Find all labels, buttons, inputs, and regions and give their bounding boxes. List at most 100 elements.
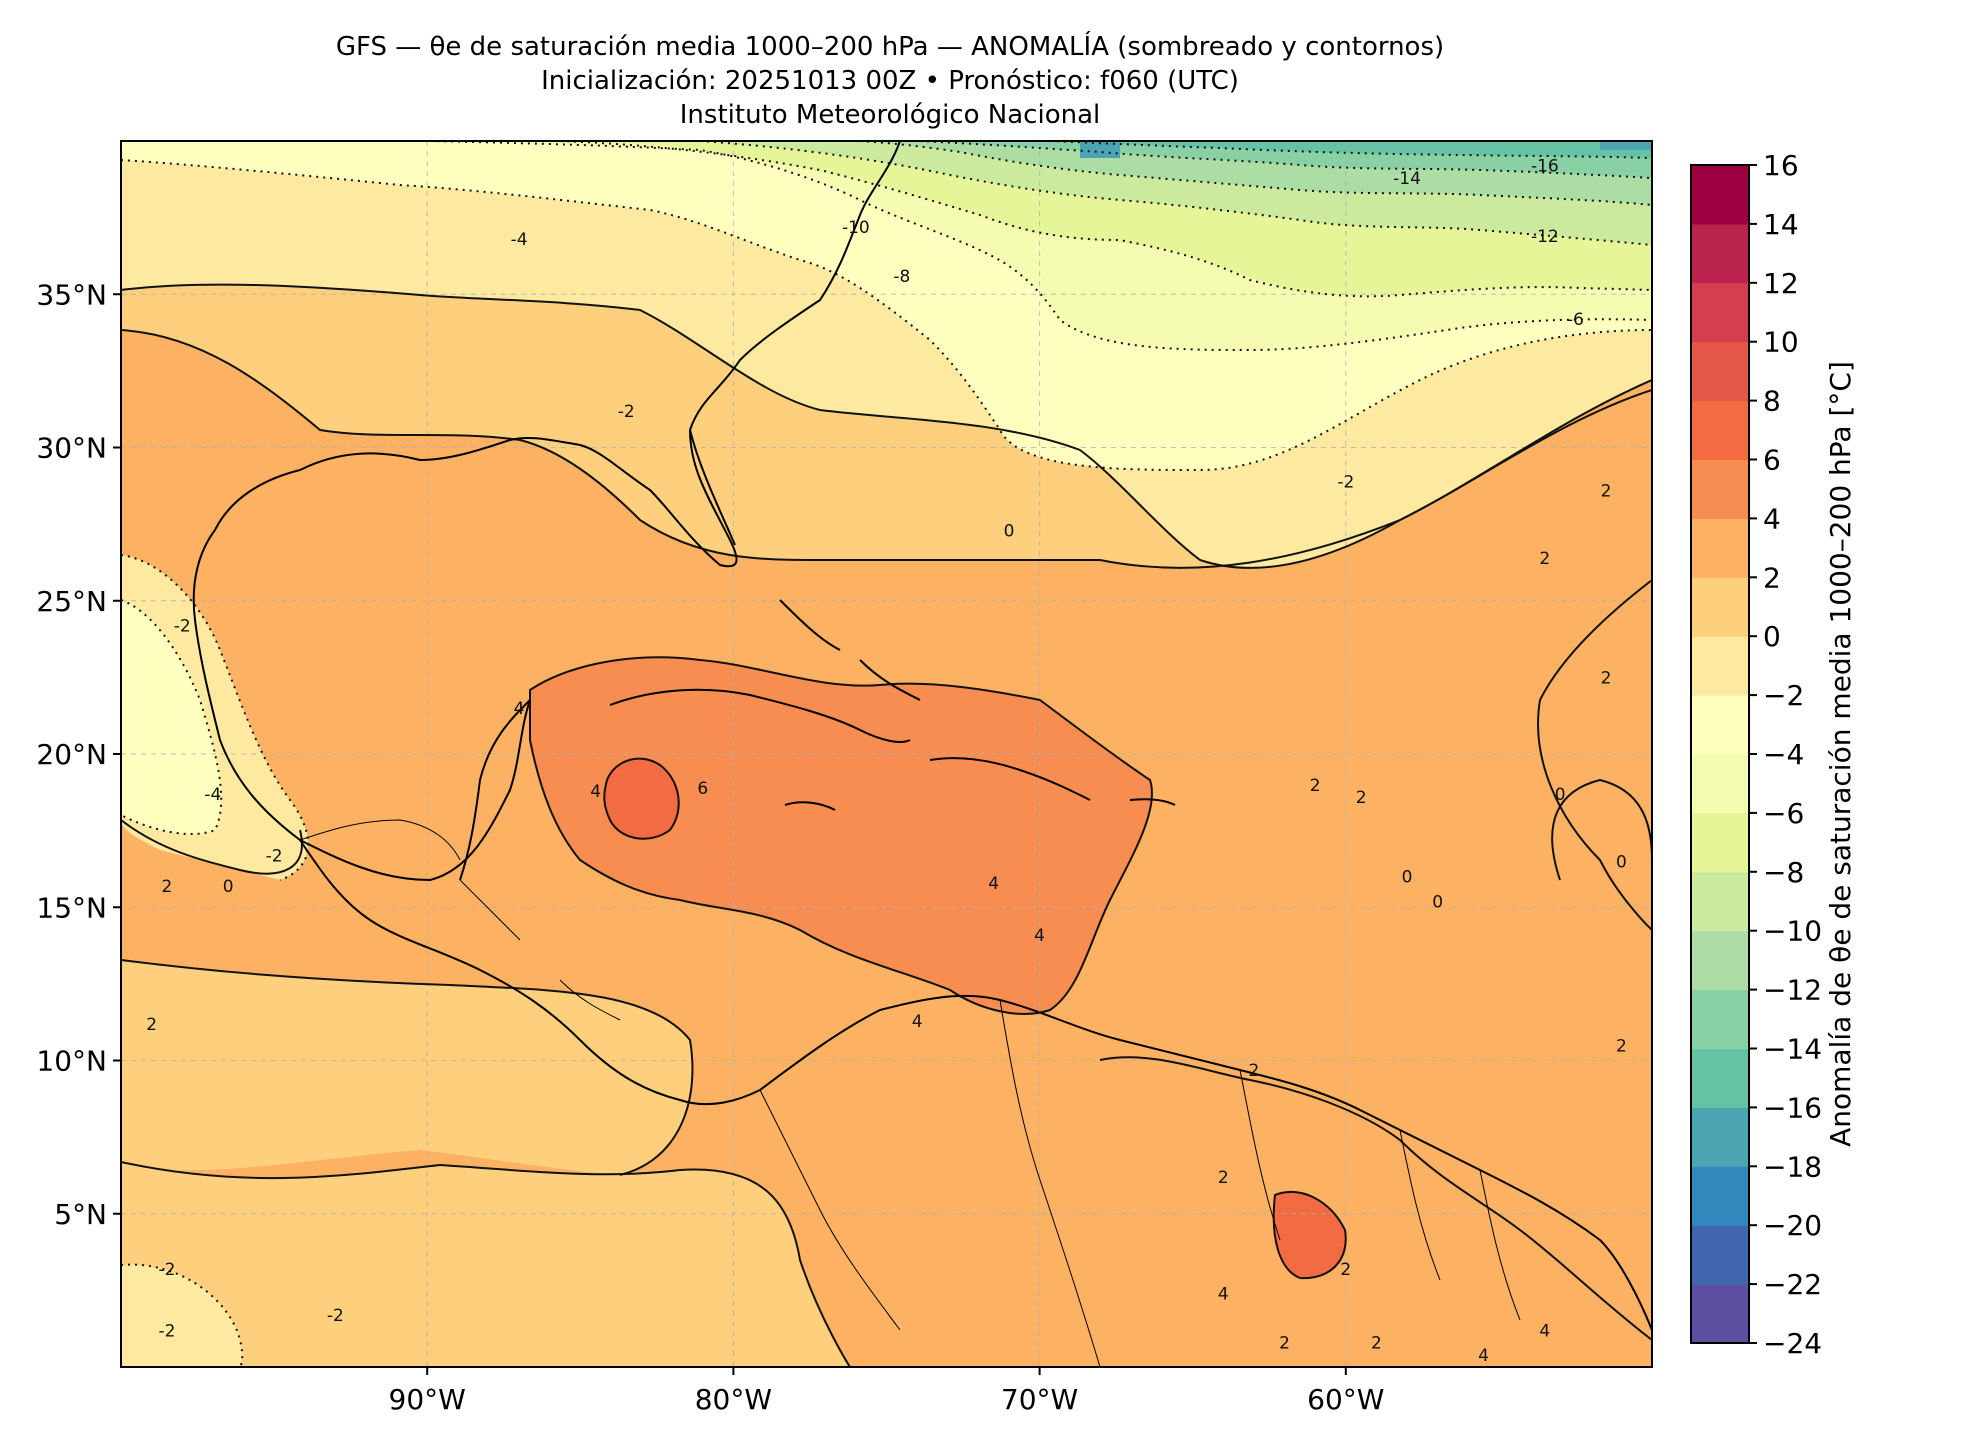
colorbar-segment — [1691, 1107, 1749, 1167]
contour-label: 0 — [1555, 785, 1566, 805]
contour-4-caribbean — [529, 656, 1153, 1015]
colorbar-tick-label: −22 — [1763, 1268, 1822, 1301]
colorbar-tick-label: −10 — [1763, 915, 1822, 948]
coast-cuba — [609, 688, 911, 743]
coast-us-east — [214, 141, 901, 568]
lon-tick-label: 80°W — [695, 1383, 772, 1416]
anomaly-field-4-6 — [530, 657, 1152, 1014]
lat-tick-label: 15°N — [36, 891, 107, 924]
coast-yucatan — [459, 699, 531, 881]
lon-tick-label: 70°W — [1001, 1383, 1078, 1416]
contour-label: 2 — [1218, 1168, 1229, 1188]
colorbar-segment — [1691, 871, 1749, 932]
coast-puerto-rico — [1129, 798, 1176, 806]
colorbar-tick-label: 8 — [1763, 385, 1781, 418]
coastlines — [192, 141, 1652, 1331]
anomaly-contours — [121, 283, 1652, 1367]
colorbar-tick-label: −12 — [1763, 974, 1822, 1007]
colorbar-tick-label: −2 — [1763, 679, 1804, 712]
colorbar: 16 14 12 10 8 6 4 2 0 −2 −4 −6 −8 −10 −12 −14 −16 −18 −20 −… — [1691, 149, 1822, 1360]
lat-tick-label: 10°N — [36, 1045, 107, 1078]
contour-label: 4 — [1218, 1285, 1229, 1305]
colorbar-segment — [1691, 518, 1749, 578]
contour-label: 2 — [1279, 1334, 1290, 1354]
contour-label: 4 — [1539, 1321, 1550, 1341]
contour-6 — [603, 757, 680, 840]
colorbar-segment — [1691, 165, 1749, 225]
colorbar-segment — [1691, 282, 1749, 343]
contour-2-sa-north — [1099, 1056, 1652, 1341]
colorbar-tick-label: −16 — [1763, 1091, 1822, 1124]
colorbar-tick-label: −14 — [1763, 1033, 1822, 1066]
colorbar-segment — [1691, 754, 1749, 814]
coast-jamaica — [784, 801, 836, 811]
contour-2-north — [121, 329, 1652, 569]
colorbar-frame — [1690, 164, 1750, 1344]
coast-florida — [689, 429, 736, 546]
lat-tick-label: 5°N — [54, 1198, 107, 1231]
colorbar-segment — [1691, 459, 1749, 519]
contour-label: -2 — [158, 1321, 175, 1341]
contour-label: -2 — [158, 1260, 175, 1280]
contour-labels: -16 -14 -12 -10 -8 -6 -4 -2 -2 0 2 2 2 -2 -4 -2 0 2 4 4 6 4 4 4… — [146, 157, 1627, 1366]
contour-neg6 — [559, 141, 1652, 298]
contour-label: -12 — [1531, 227, 1559, 247]
lat-tick-label: 35°N — [36, 278, 107, 311]
contour-0-east — [1551, 778, 1652, 881]
contour-label: 2 — [1371, 1334, 1382, 1354]
colorbar-segment — [1691, 577, 1749, 637]
contour-label: 0 — [223, 877, 234, 897]
contour-2-east — [1537, 579, 1652, 931]
contour-label: 2 — [1356, 788, 1367, 808]
contour-label: 2 — [1310, 776, 1321, 796]
chart-subtitle-institute: Instituto Meteorológico Nacional — [679, 100, 1101, 130]
contour-label: -2 — [327, 1306, 344, 1326]
colorbar-tick-label: 4 — [1763, 502, 1781, 535]
colorbar-tick-label: −4 — [1763, 738, 1804, 771]
colorbar-segment — [1691, 989, 1749, 1049]
contour-2-pacific — [121, 1161, 851, 1367]
lon-tick-label: 60°W — [1307, 1383, 1384, 1416]
colorbar-tick-label: −6 — [1763, 797, 1804, 830]
contour-label: 2 — [1601, 669, 1612, 689]
border-central-america — [459, 879, 621, 1021]
lat-tick-label: 25°N — [36, 585, 107, 618]
contour-label: 0 — [1004, 521, 1015, 541]
colorbar-tick-label: −24 — [1763, 1327, 1822, 1360]
negative-contours — [121, 141, 1652, 1367]
borders — [299, 819, 1521, 1367]
contour-label: -4 — [204, 785, 221, 805]
colorbar-tick-label: −8 — [1763, 856, 1804, 889]
contour-label: -8 — [893, 267, 910, 287]
contour-neg2-pacific — [121, 1263, 244, 1367]
colorbar-tick-label: −18 — [1763, 1150, 1822, 1183]
coast-central-america — [299, 839, 761, 1106]
anomaly-field-neg16-neg14 — [1050, 141, 1652, 158]
colorbar-segment — [1691, 223, 1749, 284]
colorbar-segment — [1691, 400, 1749, 460]
border-south-america — [759, 999, 1521, 1367]
colorbar-segment — [1691, 812, 1749, 873]
contour-label: -2 — [266, 846, 283, 866]
anomaly-field-mexico-neg2 — [121, 600, 222, 835]
contour-label: 4 — [1478, 1346, 1489, 1366]
border-mexico — [299, 819, 461, 861]
axis-ticks: 90°W 80°W 70°W 60°W35°N30°N25°N20°N15°N10°N… — [36, 278, 1384, 1416]
lat-tick-label: 30°N — [36, 432, 107, 465]
contour-label: 4 — [1034, 926, 1045, 946]
colorbar-title: Anomalía de θe de saturación media 1000–… — [1824, 361, 1857, 1147]
lon-tick-label: 90°W — [389, 1383, 466, 1416]
colorbar-segment — [1691, 930, 1749, 991]
colorbar-segment — [1691, 636, 1749, 696]
colorbar-segment — [1691, 1225, 1749, 1285]
colorbar-segment — [1691, 1048, 1749, 1108]
contour-neg12 — [919, 141, 1652, 179]
colorbar-segment — [1691, 341, 1749, 402]
colorbar-segment — [1691, 695, 1749, 755]
chart-subtitle-init: Inicialización: 20251013 00Z • Pronóstic… — [541, 66, 1239, 96]
colorbar-tick-label: 16 — [1763, 149, 1799, 182]
contour-label: -10 — [842, 218, 870, 238]
coast-hispaniola — [929, 757, 1091, 801]
contour-label: -2 — [618, 402, 635, 422]
contour-label: 2 — [1539, 549, 1550, 569]
